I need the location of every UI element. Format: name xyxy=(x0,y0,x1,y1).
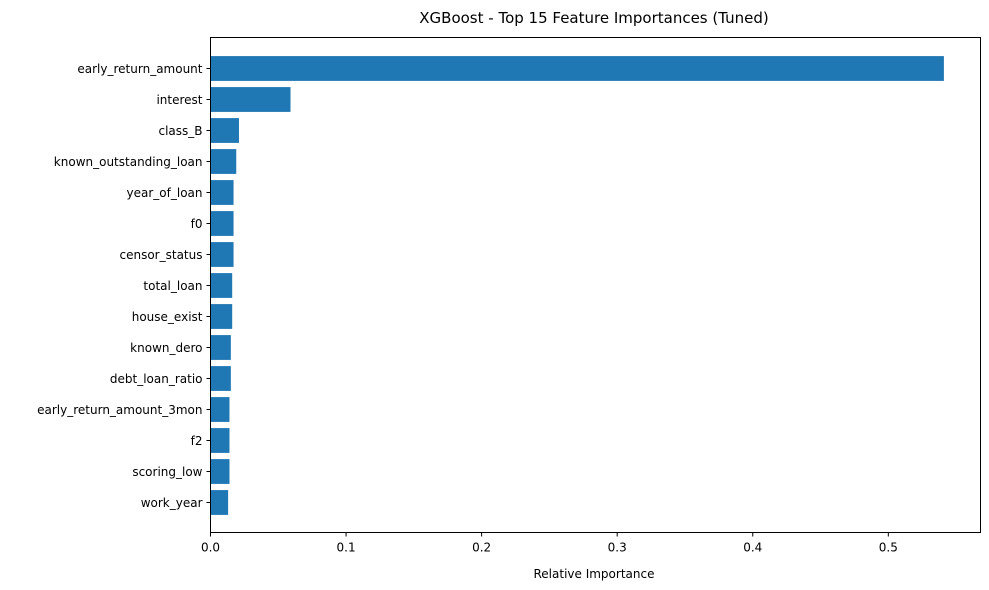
y-tick-label: debt_loan_ratio xyxy=(110,372,203,386)
bar-censor_status xyxy=(210,242,234,267)
x-tick-label: 0.0 xyxy=(201,541,220,555)
y-tick-label: class_B xyxy=(158,124,202,138)
x-axis-label: Relative Importance xyxy=(534,567,655,581)
bar-early_return_amount_3mon xyxy=(210,397,230,422)
plot-frame xyxy=(210,37,981,533)
x-tick-label: 0.4 xyxy=(743,541,762,555)
x-axis-ticks: 0.0 0.1 0.2 0.3 0.4 0.5 xyxy=(201,532,898,555)
bar-f0 xyxy=(210,211,234,236)
y-tick-label: scoring_low xyxy=(132,465,202,479)
bar-year_of_loan xyxy=(210,180,234,205)
y-axis-ticks: early_return_amount interest class_B known_… xyxy=(37,62,211,510)
bar-house_exist xyxy=(210,304,233,329)
bar-debt_loan_ratio xyxy=(210,366,231,391)
bar-known_outstanding_loan xyxy=(210,149,237,174)
y-tick-label: interest xyxy=(156,93,202,107)
bar-interest xyxy=(210,87,291,112)
bar-total_loan xyxy=(210,273,233,298)
y-tick-label: work_year xyxy=(141,496,203,510)
y-tick-label: total_loan xyxy=(143,279,202,293)
y-tick-label: f0 xyxy=(191,217,203,231)
bar-work_year xyxy=(210,490,229,515)
y-tick-label: known_outstanding_loan xyxy=(54,155,203,169)
x-tick-label: 0.1 xyxy=(337,541,356,555)
y-tick-label: year_of_loan xyxy=(127,186,203,200)
y-tick-label: house_exist xyxy=(132,310,203,324)
x-tick-label: 0.5 xyxy=(879,541,898,555)
bar-early_return_amount xyxy=(210,56,944,81)
y-tick-label: f2 xyxy=(191,434,203,448)
y-tick-label: censor_status xyxy=(120,248,203,262)
x-tick-label: 0.3 xyxy=(608,541,627,555)
chart-title: XGBoost - Top 15 Feature Importances (Tu… xyxy=(419,9,768,27)
y-tick-label: early_return_amount_3mon xyxy=(37,403,202,417)
x-tick-label: 0.2 xyxy=(472,541,491,555)
bar-f2 xyxy=(210,428,230,453)
bar-class_B xyxy=(210,118,239,143)
bars-group xyxy=(210,56,944,515)
bar-known_dero xyxy=(210,335,231,360)
y-tick-label: known_dero xyxy=(130,341,202,355)
y-tick-label: early_return_amount xyxy=(77,62,202,76)
bar-scoring_low xyxy=(210,459,230,484)
